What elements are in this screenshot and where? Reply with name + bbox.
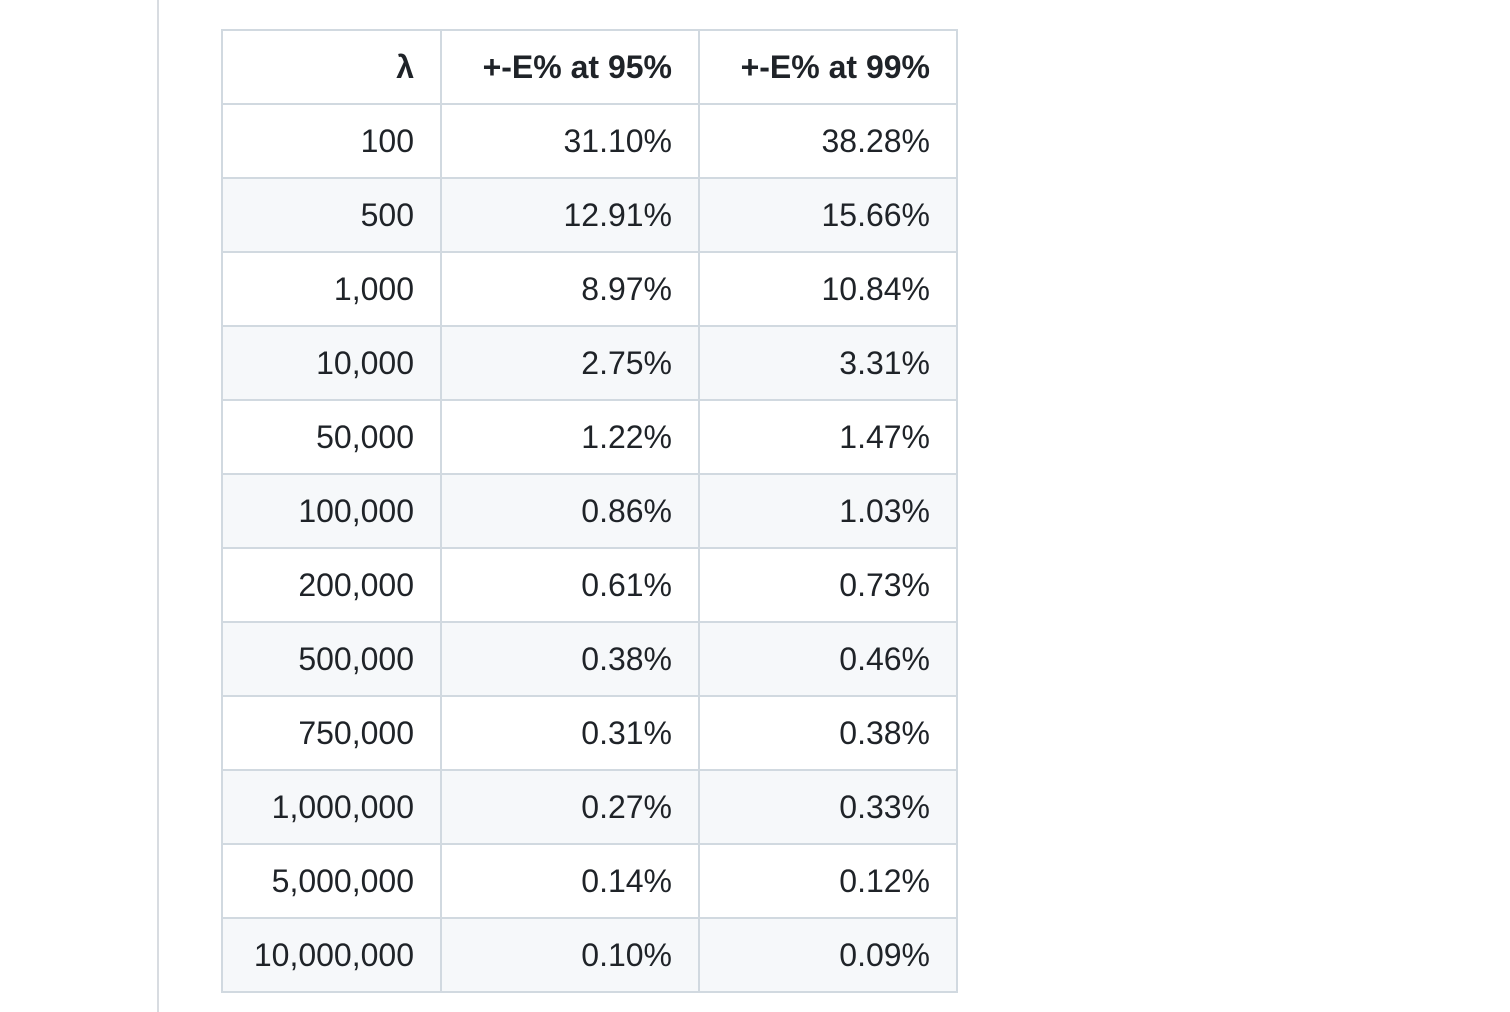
table-row: 500,000 0.38% 0.46% [221,621,958,697]
error-margin-table: λ +-E% at 95% +-E% at 99% 100 31.10% 38.… [221,29,958,993]
cell-lambda: 1,000 [221,251,442,327]
table-row: 500 12.91% 15.66% [221,177,958,253]
cell-e95: 0.27% [440,769,700,845]
cell-e95: 0.61% [440,547,700,623]
cell-e95: 0.38% [440,621,700,697]
cell-e95: 0.10% [440,917,700,993]
table-row: 5,000,000 0.14% 0.12% [221,843,958,919]
cell-lambda: 100,000 [221,473,442,549]
cell-e95: 2.75% [440,325,700,401]
cell-e99: 0.73% [698,547,958,623]
cell-e99: 10.84% [698,251,958,327]
cell-lambda: 750,000 [221,695,442,771]
cell-e99: 0.09% [698,917,958,993]
table-row: 10,000 2.75% 3.31% [221,325,958,401]
cell-lambda: 5,000,000 [221,843,442,919]
cell-lambda: 10,000,000 [221,917,442,993]
table-row: 100 31.10% 38.28% [221,103,958,179]
cell-e95: 31.10% [440,103,700,179]
cell-e95: 1.22% [440,399,700,475]
cell-e99: 1.03% [698,473,958,549]
table-row: 50,000 1.22% 1.47% [221,399,958,475]
cell-lambda: 50,000 [221,399,442,475]
table-header-row: λ +-E% at 95% +-E% at 99% [221,29,958,105]
col-header-lambda: λ [221,29,442,105]
cell-e99: 1.47% [698,399,958,475]
cell-e95: 0.86% [440,473,700,549]
cell-e99: 0.12% [698,843,958,919]
col-header-e95: +-E% at 95% [440,29,700,105]
cell-e95: 0.31% [440,695,700,771]
cell-lambda: 500 [221,177,442,253]
cell-e99: 38.28% [698,103,958,179]
cell-e95: 8.97% [440,251,700,327]
table-row: 1,000,000 0.27% 0.33% [221,769,958,845]
table-row: 750,000 0.31% 0.38% [221,695,958,771]
cell-e95: 12.91% [440,177,700,253]
pane-divider-line [157,0,159,1012]
cell-lambda: 10,000 [221,325,442,401]
cell-e95: 0.14% [440,843,700,919]
cell-lambda: 500,000 [221,621,442,697]
table-row: 1,000 8.97% 10.84% [221,251,958,327]
cell-lambda: 200,000 [221,547,442,623]
table-row: 100,000 0.86% 1.03% [221,473,958,549]
col-header-e99: +-E% at 99% [698,29,958,105]
cell-lambda: 1,000,000 [221,769,442,845]
table-row: 10,000,000 0.10% 0.09% [221,917,958,993]
cell-e99: 0.46% [698,621,958,697]
cell-lambda: 100 [221,103,442,179]
table-row: 200,000 0.61% 0.73% [221,547,958,623]
cell-e99: 0.38% [698,695,958,771]
cell-e99: 0.33% [698,769,958,845]
cell-e99: 15.66% [698,177,958,253]
cell-e99: 3.31% [698,325,958,401]
